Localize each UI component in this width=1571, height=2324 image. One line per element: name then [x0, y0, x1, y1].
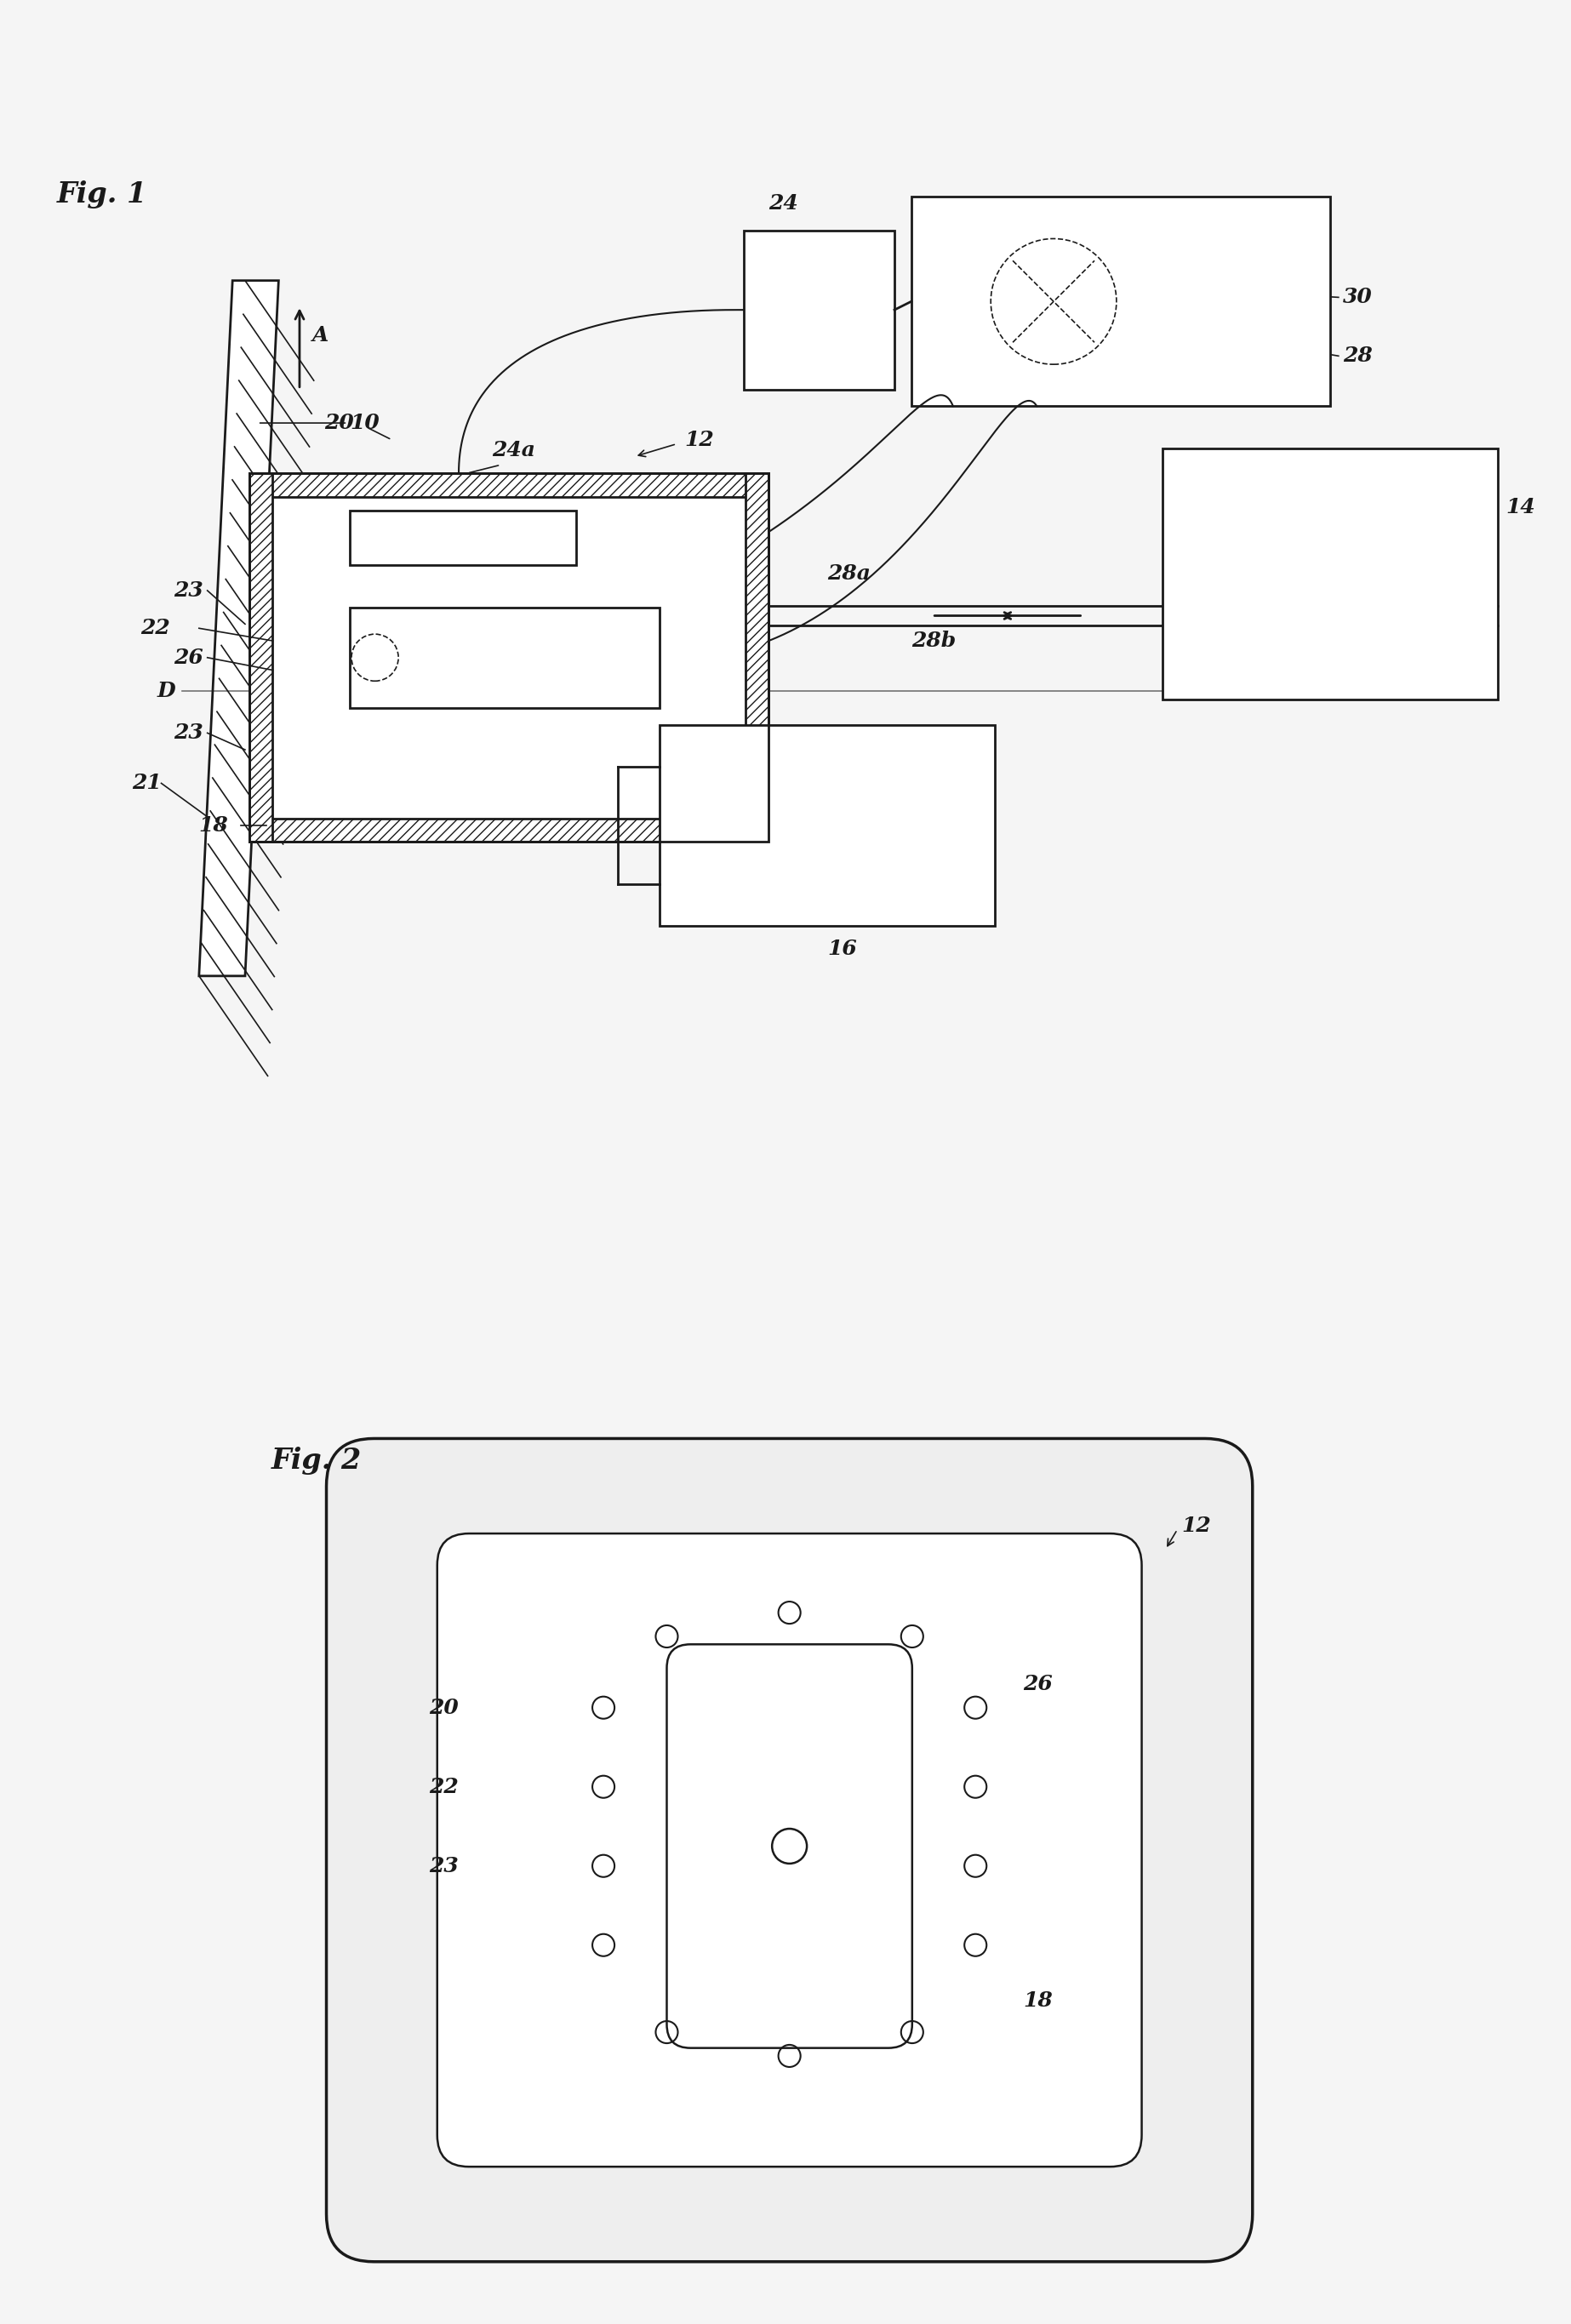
FancyBboxPatch shape [437, 1534, 1142, 2166]
Text: Fig. 2: Fig. 2 [270, 1446, 361, 1473]
Text: 22: 22 [429, 1776, 459, 1796]
Text: 28b: 28b [911, 630, 955, 651]
Polygon shape [1163, 449, 1497, 700]
Polygon shape [660, 725, 994, 925]
Text: 23: 23 [174, 581, 203, 602]
Text: 18: 18 [391, 597, 421, 618]
Text: 12: 12 [1181, 1515, 1211, 1536]
Polygon shape [250, 474, 273, 841]
Polygon shape [911, 198, 1331, 407]
Text: 18: 18 [200, 816, 228, 834]
Text: 16: 16 [828, 939, 856, 960]
Text: 10: 10 [261, 414, 379, 432]
Text: A: A [313, 325, 328, 346]
Text: 12: 12 [685, 430, 715, 451]
Polygon shape [743, 230, 894, 390]
Text: Fig. 1: Fig. 1 [57, 179, 148, 209]
Text: 21: 21 [132, 774, 162, 792]
Text: 26: 26 [174, 648, 203, 667]
Text: 22: 22 [140, 618, 170, 639]
Text: 28a: 28a [828, 565, 870, 583]
FancyBboxPatch shape [327, 1439, 1252, 2261]
Polygon shape [250, 474, 768, 497]
Text: 28: 28 [1343, 346, 1371, 367]
Text: 30: 30 [1343, 288, 1371, 307]
Polygon shape [250, 818, 768, 841]
Text: 24: 24 [768, 193, 798, 214]
Polygon shape [350, 511, 577, 565]
Polygon shape [745, 474, 768, 841]
Text: 23: 23 [174, 723, 203, 744]
Text: D: D [157, 681, 176, 702]
Polygon shape [273, 497, 745, 818]
Text: 20: 20 [429, 1697, 459, 1717]
Polygon shape [350, 607, 660, 709]
Text: 26: 26 [1023, 1673, 1053, 1694]
Text: 23: 23 [429, 1857, 459, 1875]
FancyBboxPatch shape [666, 1645, 913, 2047]
Text: 24a: 24a [492, 439, 536, 460]
Text: 18: 18 [1023, 1989, 1053, 2010]
Text: 20: 20 [325, 414, 353, 432]
Text: 14: 14 [1507, 497, 1535, 516]
Polygon shape [200, 281, 278, 976]
